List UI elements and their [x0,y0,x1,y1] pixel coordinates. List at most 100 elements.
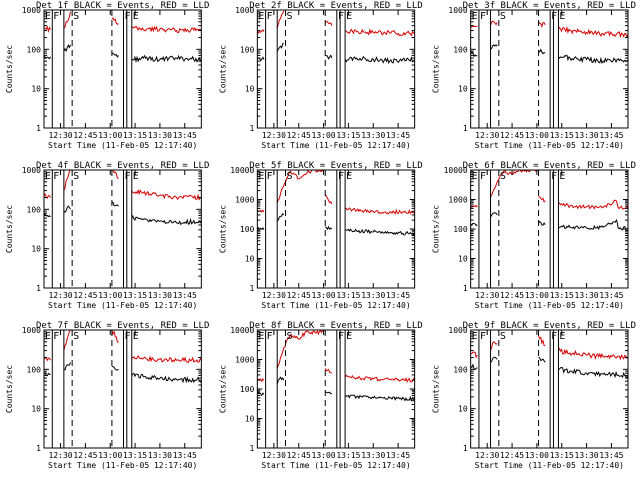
y-tick-label: 1000 [448,196,467,205]
x-tick-label: 12:45 [73,291,97,300]
series-line-events [44,55,52,60]
series-line-events [63,205,71,213]
x-tick-label: 13:15 [336,451,360,460]
series-line-events [538,357,546,363]
marker-label: E [472,171,478,182]
plot-frame [256,9,416,129]
series-line-events [325,391,332,395]
series-line-events [44,213,51,218]
series-line-events [111,52,119,58]
series-line-lld [257,28,265,34]
series-line-events [490,44,498,50]
series-line-events [276,43,284,52]
series-line-events [111,365,119,371]
x-tick-label: 13:30 [575,451,599,460]
y-tick-label: 10000 [444,166,468,175]
x-tick-label: 13:00 [98,291,122,300]
series-line-lld [111,330,119,343]
x-tick-label: 13:15 [123,451,147,460]
marker-label: F [480,331,486,342]
marker-label: F [53,171,59,182]
y-tick-label: 100 [27,205,42,214]
y-axis-label: Counts/sec [5,205,14,253]
marker-label: F [480,11,486,22]
x-tick-label: 13:00 [525,451,549,460]
marker-label: F [338,171,344,182]
x-tick-label: 13:30 [575,131,599,140]
x-tick-label: 13:30 [148,451,172,460]
series-line-lld [44,356,52,362]
y-tick-label: 10 [31,85,41,94]
y-tick-label: 1000 [235,196,254,205]
marker-label: F [551,11,557,22]
series-line-events [344,394,415,402]
marker-label: F [267,11,273,22]
y-tick-label: 1000 [448,326,467,335]
series-line-lld [557,25,628,39]
y-axis-label: Counts/sec [5,45,14,93]
plot-frame [43,9,202,129]
plot-frame [470,329,629,449]
x-tick-label: 12:45 [500,291,524,300]
x-tick-label: 12:45 [73,451,97,460]
x-tick-label: 12:30 [49,291,73,300]
y-axis-label: Counts/sec [432,45,441,93]
chart-title: Det 8f BLACK = Events, RED = LLD [249,321,422,331]
marker-label: S [500,171,506,182]
y-tick-label: 10 [31,405,41,414]
series-line-events [324,225,333,231]
x-tick-label: 13:15 [336,131,360,140]
x-tick-label: 13:45 [599,291,623,300]
x-tick-label: 13:30 [148,291,172,300]
y-tick-label: 10 [458,405,468,414]
marker-label: F [551,331,557,342]
marker-label: F [338,11,344,22]
x-tick-label: 12:30 [475,131,499,140]
series-line-events [345,228,415,236]
x-tick-label: 13:00 [98,451,122,460]
x-tick-label: 12:45 [500,451,524,460]
series-line-lld [131,189,202,201]
series-line-events [490,356,498,363]
series-line-lld [111,17,119,25]
y-axis-label: Counts/sec [218,45,227,93]
series-line-lld [344,374,415,383]
plot-frame [470,169,629,289]
series-line-events [558,54,628,65]
series-line-events [538,48,546,55]
series-line-lld [324,368,333,374]
y-tick-label: 100 [453,45,468,54]
x-tick-label: 13:30 [361,291,385,300]
x-tick-label: 13:00 [312,451,336,460]
series-line-events [276,376,285,384]
plot-frame [43,329,202,449]
y-tick-label: 1000 [22,166,41,175]
y-tick-label: 100 [240,225,255,234]
marker-label: E [472,11,478,22]
series-line-lld [470,351,478,359]
y-tick-label: 1000 [22,6,41,15]
series-line-lld [538,335,546,347]
y-tick-label: 1000 [448,6,467,15]
series-line-events [131,54,202,64]
series-line-lld [558,199,628,210]
y-tick-label: 10 [245,85,255,94]
y-axis-label: Counts/sec [5,365,14,413]
x-tick-label: 12:45 [500,131,524,140]
x-tick-label: 13:00 [98,131,122,140]
x-tick-label: 12:30 [262,451,286,460]
x-tick-label: 13:00 [312,131,336,140]
x-tick-label: 12:30 [262,131,286,140]
marker-label: S [500,331,506,342]
x-tick-label: 13:45 [173,451,197,460]
series-line-events [63,44,71,53]
series-line-events [470,363,478,371]
x-axis-label: Start Time (11-Feb-05 12:17:40) [261,301,410,310]
series-line-events [558,218,628,231]
